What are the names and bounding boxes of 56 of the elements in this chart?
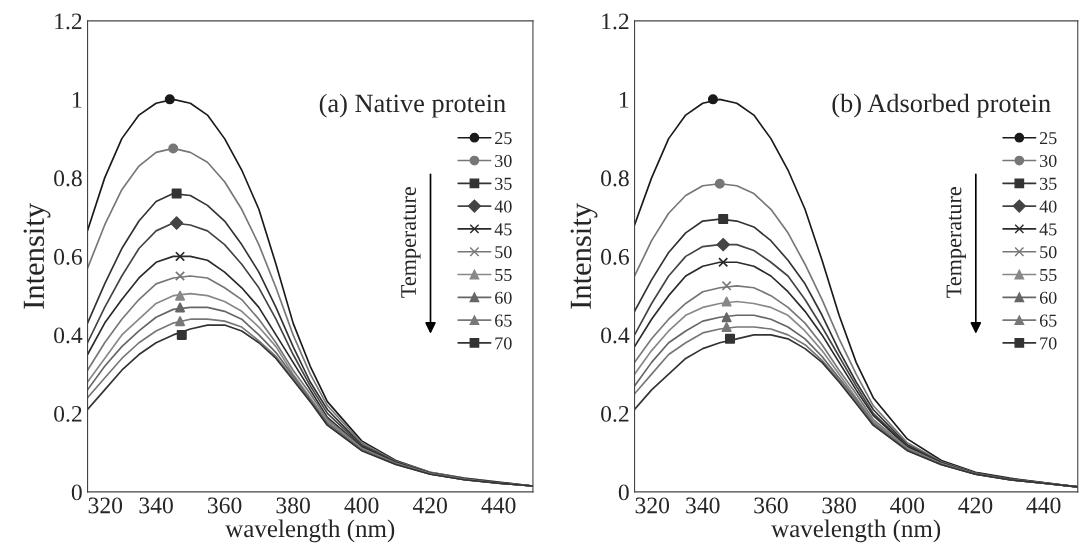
legend-label: 50: [1040, 246, 1057, 259]
y-tick-label: 0.6: [54, 248, 82, 265]
text: (b) Adsorbed protein: [832, 93, 1051, 118]
legend-label: 45: [1039, 223, 1057, 236]
x-tick-label: 400: [890, 497, 925, 514]
legend-label: 25: [495, 132, 512, 145]
legend-label: 55: [495, 269, 512, 282]
y-tick-label: 1.2: [55, 13, 82, 30]
y-tick-label: 0.2: [54, 405, 82, 422]
legend-title: Temperature: [946, 187, 966, 298]
legend-label: 30: [495, 154, 512, 168]
x-tick-label: 340: [139, 497, 173, 514]
y-tick-label: 1: [619, 91, 629, 108]
x-tick-label: 360: [208, 497, 242, 514]
y-axis-title: Intensity: [23, 203, 51, 309]
x-axis-title: wavelength (nm): [225, 519, 395, 543]
legend-label: 65: [495, 314, 512, 327]
legend-label: 50: [495, 246, 512, 259]
legend-label: 35: [495, 177, 512, 190]
legend-label: 35: [1040, 177, 1057, 190]
legend-label: 55: [1040, 269, 1057, 282]
legend-title: Temperature: [401, 187, 421, 298]
x-tick-label: 380: [822, 497, 856, 514]
legend-label: 70: [495, 337, 512, 350]
legend-label: 65: [1039, 314, 1057, 327]
x-axis-title: wavelength (nm): [771, 519, 941, 543]
legend-label: 60: [1039, 291, 1057, 304]
x-tick-label: 320: [88, 497, 123, 514]
legend-label: 70: [1040, 337, 1057, 350]
legend-label: 40: [1039, 200, 1057, 213]
x-tick-label: 400: [344, 497, 379, 514]
x-tick-label: 360: [754, 497, 788, 514]
legend-label: 45: [494, 223, 512, 236]
y-axis-title: Intensity: [570, 203, 598, 309]
y-tick-label: 0.4: [601, 327, 630, 344]
x-tick-label: 320: [635, 497, 670, 514]
y-tick-label: 0.8: [601, 170, 629, 187]
legend-label: 60: [495, 291, 512, 304]
x-tick-label: 380: [276, 497, 310, 514]
y-tick-label: 1: [72, 91, 82, 108]
y-tick-label: 0.8: [54, 170, 82, 187]
y-tick-label: 0: [71, 484, 82, 501]
x-tick-label: 340: [686, 497, 720, 514]
y-tick-label: 0.6: [601, 248, 629, 265]
y-tick-label: 0: [618, 484, 629, 501]
y-tick-label: 1.2: [602, 13, 629, 30]
legend-label: 40: [494, 200, 512, 213]
x-tick-label: 420: [958, 497, 993, 514]
x-tick-label: 440: [1026, 497, 1061, 514]
legend-label: 30: [1040, 154, 1057, 168]
text: (a) Native protein: [319, 93, 506, 118]
legend-label: 25: [1039, 132, 1057, 145]
y-tick-label: 0.2: [601, 405, 629, 422]
y-tick-label: 0.4: [54, 327, 83, 344]
x-tick-label: 420: [412, 497, 447, 514]
x-tick-label: 440: [481, 497, 516, 514]
